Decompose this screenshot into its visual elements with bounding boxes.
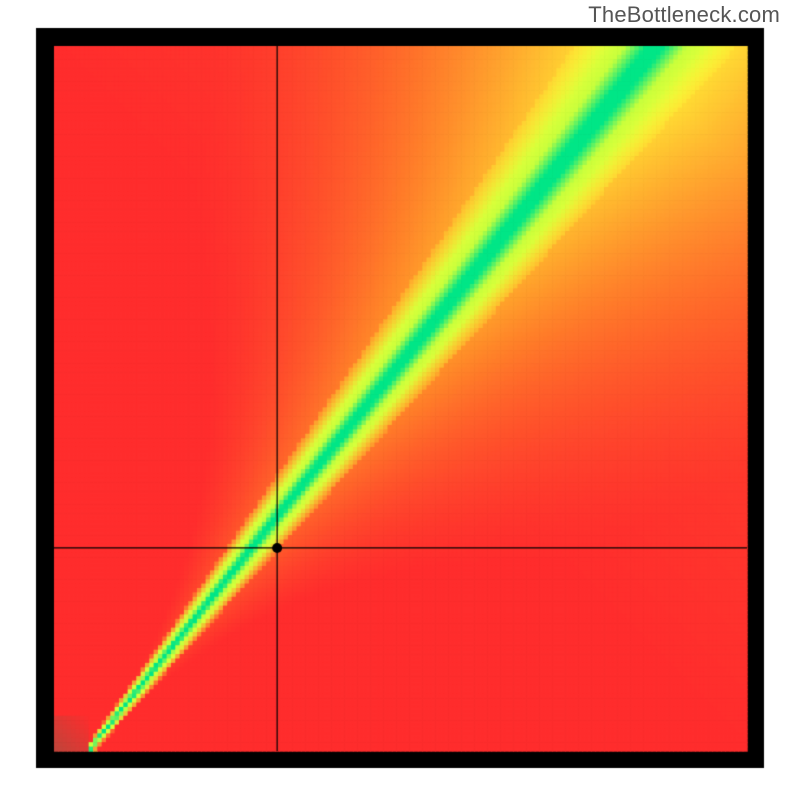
bottleneck-heatmap	[0, 0, 800, 800]
watermark-text: TheBottleneck.com	[588, 2, 780, 28]
chart-container: { "watermark_text": "TheBottleneck.com",…	[0, 0, 800, 800]
